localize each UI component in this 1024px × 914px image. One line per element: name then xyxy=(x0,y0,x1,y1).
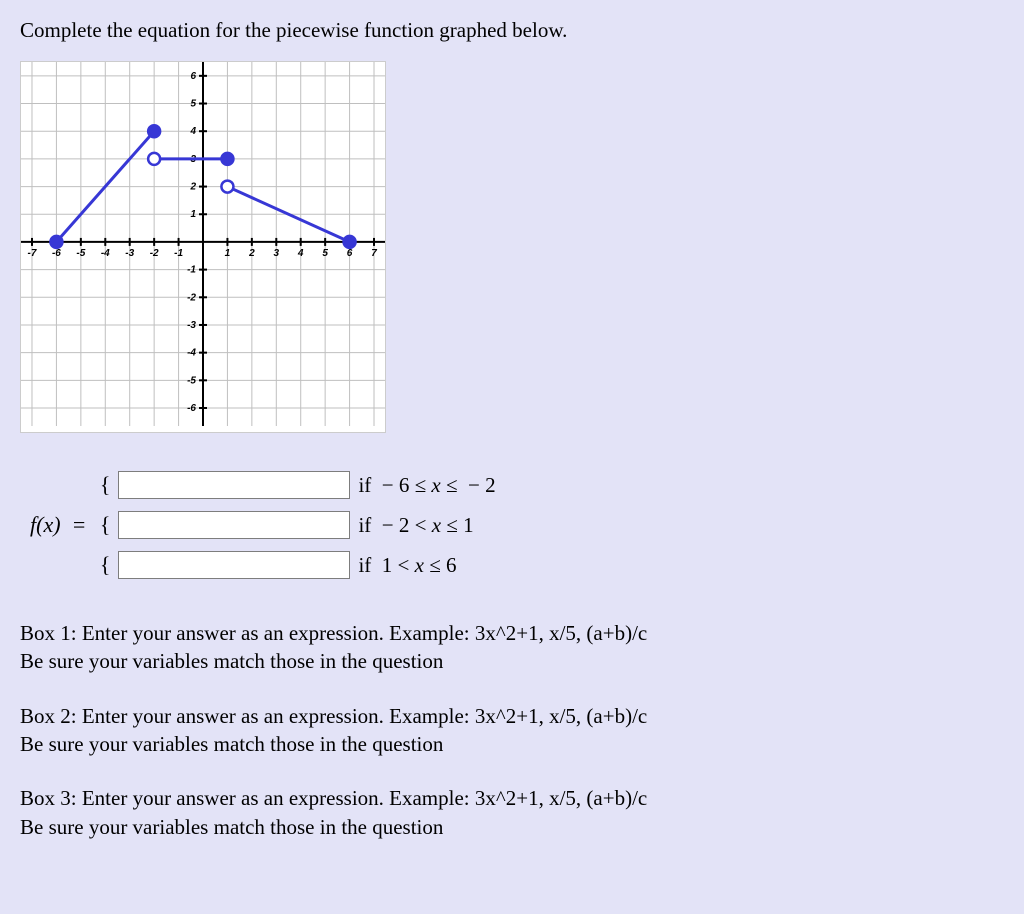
svg-text:-3: -3 xyxy=(187,320,196,331)
svg-text:5: 5 xyxy=(322,248,328,259)
svg-text:4: 4 xyxy=(189,126,196,137)
hint-sub: Be sure your variables match those in th… xyxy=(20,813,1004,841)
svg-text:5: 5 xyxy=(190,99,196,110)
condition-text: if 1 < x ≤ 6 xyxy=(358,553,456,578)
svg-text:7: 7 xyxy=(371,248,377,259)
svg-text:-4: -4 xyxy=(187,348,196,359)
graph-figure: -7-6-5-4-3-2-11234567-6-5-4-3-2-1123456 xyxy=(20,61,386,433)
svg-text:1: 1 xyxy=(190,209,196,220)
brace-icon: { xyxy=(100,552,111,578)
svg-text:-6: -6 xyxy=(187,403,196,414)
svg-text:-4: -4 xyxy=(101,248,110,259)
hint-block: Box 1: Enter your answer as an expressio… xyxy=(20,619,1004,676)
svg-text:-2: -2 xyxy=(150,248,159,259)
brace-icon: { xyxy=(100,512,111,538)
svg-text:-2: -2 xyxy=(187,292,196,303)
svg-text:-3: -3 xyxy=(125,248,134,259)
svg-text:-7: -7 xyxy=(28,248,37,259)
svg-text:3: 3 xyxy=(274,248,280,259)
hint-sub: Be sure your variables match those in th… xyxy=(20,730,1004,758)
equation-row: { if − 6 ≤ x ≤ − 2 xyxy=(100,471,496,499)
equation-row: { if 1 < x ≤ 6 xyxy=(100,551,496,579)
svg-text:2: 2 xyxy=(189,182,196,193)
svg-text:6: 6 xyxy=(347,248,353,259)
hints-section: Box 1: Enter your answer as an expressio… xyxy=(20,619,1004,841)
svg-text:4: 4 xyxy=(297,248,304,259)
equation-lhs: f(x) = xyxy=(30,512,92,538)
hint-title: Box 3: Enter your answer as an expressio… xyxy=(20,784,1004,812)
svg-text:2: 2 xyxy=(248,248,255,259)
answer-input-2[interactable] xyxy=(118,511,350,539)
svg-text:-5: -5 xyxy=(187,375,196,386)
svg-text:-5: -5 xyxy=(76,248,85,259)
equation-row: { if − 2 < x ≤ 1 xyxy=(100,511,496,539)
hint-sub: Be sure your variables match those in th… xyxy=(20,647,1004,675)
condition-text: if − 2 < x ≤ 1 xyxy=(358,513,473,538)
hint-block: Box 3: Enter your answer as an expressio… xyxy=(20,784,1004,841)
equation-rows: { if − 6 ≤ x ≤ − 2 { if − 2 < x ≤ 1 { if… xyxy=(100,471,496,579)
question-prompt: Complete the equation for the piecewise … xyxy=(20,18,1004,43)
condition-text: if − 6 ≤ x ≤ − 2 xyxy=(358,473,495,498)
svg-text:-6: -6 xyxy=(52,248,61,259)
hint-title: Box 2: Enter your answer as an expressio… xyxy=(20,702,1004,730)
hint-block: Box 2: Enter your answer as an expressio… xyxy=(20,702,1004,759)
svg-text:6: 6 xyxy=(190,71,196,82)
svg-text:1: 1 xyxy=(225,248,231,259)
hint-title: Box 1: Enter your answer as an expressio… xyxy=(20,619,1004,647)
brace-icon: { xyxy=(100,472,111,498)
answer-input-3[interactable] xyxy=(118,551,350,579)
answer-input-1[interactable] xyxy=(118,471,350,499)
piecewise-graph-svg: -7-6-5-4-3-2-11234567-6-5-4-3-2-1123456 xyxy=(21,62,385,426)
svg-text:-1: -1 xyxy=(174,248,183,259)
svg-text:-1: -1 xyxy=(187,265,196,276)
equation-area: f(x) = { if − 6 ≤ x ≤ − 2 { if − 2 < x ≤… xyxy=(20,471,1004,579)
